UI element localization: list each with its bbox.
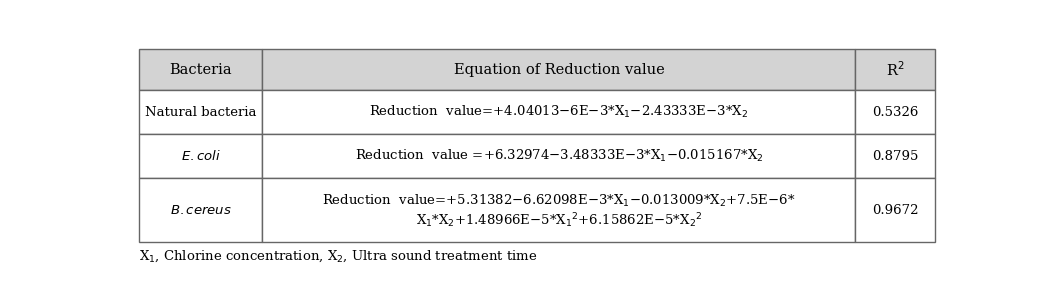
Text: Equation of Reduction value: Equation of Reduction value bbox=[454, 63, 664, 77]
Text: 0.5326: 0.5326 bbox=[872, 106, 918, 119]
Text: Reduction  value=+5.31382$-$6.62098E$-$3*X$_1$$-$0.013009*X$_2$+7.5E$-$6*: Reduction value=+5.31382$-$6.62098E$-$3*… bbox=[322, 192, 795, 209]
Text: Bacteria: Bacteria bbox=[170, 63, 232, 77]
Bar bbox=[855, 178, 935, 242]
Bar bbox=[262, 134, 855, 178]
Text: X$_1$, Chlorine concentration, X$_2$, Ultra sound treatment time: X$_1$, Chlorine concentration, X$_2$, Ul… bbox=[139, 249, 538, 264]
Text: 0.9672: 0.9672 bbox=[872, 204, 918, 217]
Bar bbox=[139, 134, 262, 178]
Text: R$^2$: R$^2$ bbox=[886, 60, 904, 79]
Bar bbox=[262, 90, 855, 134]
Text: Reduction  value=+4.04013$-$6E$-$3*X$_1$$-$2.43333E$-$3*X$_2$: Reduction value=+4.04013$-$6E$-$3*X$_1$$… bbox=[370, 104, 748, 120]
Text: Natural bacteria: Natural bacteria bbox=[145, 106, 257, 119]
Text: 0.8795: 0.8795 bbox=[872, 150, 918, 163]
Text: X$_1$*X$_2$+1.48966E$-$5*X$_1$$^2$+6.15862E$-$5*X$_2$$^2$: X$_1$*X$_2$+1.48966E$-$5*X$_1$$^2$+6.158… bbox=[416, 212, 702, 230]
Bar bbox=[139, 49, 262, 90]
Bar bbox=[855, 90, 935, 134]
Bar bbox=[139, 178, 262, 242]
Text: $B.cereus$: $B.cereus$ bbox=[170, 204, 232, 217]
Text: $E.coli$: $E.coli$ bbox=[181, 149, 221, 163]
Bar bbox=[855, 49, 935, 90]
Bar bbox=[262, 49, 855, 90]
Text: Reduction  value =+6.32974$-$3.48333E$-$3*X$_1$$-$0.015167*X$_2$: Reduction value =+6.32974$-$3.48333E$-$3… bbox=[354, 148, 763, 164]
Bar bbox=[262, 178, 855, 242]
Bar bbox=[139, 90, 262, 134]
Bar bbox=[855, 134, 935, 178]
